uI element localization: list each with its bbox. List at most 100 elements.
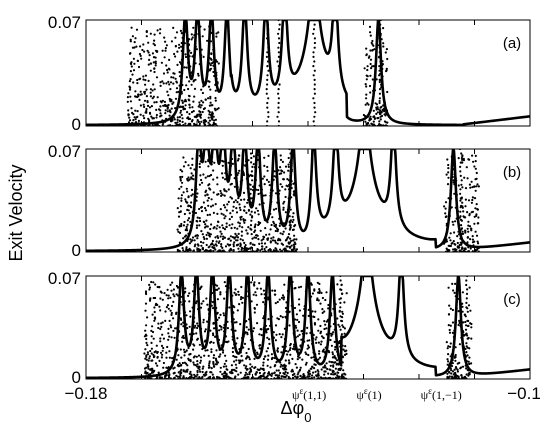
data-point bbox=[455, 248, 458, 251]
data-point bbox=[258, 203, 261, 206]
data-point bbox=[222, 326, 225, 329]
data-point bbox=[176, 331, 179, 334]
data-point bbox=[317, 341, 320, 344]
data-point bbox=[265, 328, 269, 331]
data-point bbox=[260, 293, 263, 296]
data-point bbox=[273, 356, 276, 360]
data-point bbox=[330, 283, 333, 286]
data-point bbox=[383, 109, 386, 112]
data-point bbox=[241, 155, 244, 158]
data-point bbox=[187, 39, 190, 43]
data-point bbox=[266, 165, 269, 169]
data-point bbox=[159, 81, 162, 84]
data-point bbox=[208, 232, 211, 235]
data-point bbox=[293, 246, 296, 249]
data-point bbox=[154, 62, 157, 65]
data-point bbox=[277, 88, 280, 91]
data-point bbox=[202, 55, 205, 59]
data-point bbox=[373, 89, 377, 92]
data-point bbox=[163, 120, 166, 123]
data-point bbox=[145, 355, 148, 358]
data-point bbox=[384, 51, 387, 54]
data-point bbox=[315, 341, 318, 344]
data-point bbox=[229, 243, 232, 246]
data-point bbox=[461, 154, 464, 157]
data-point bbox=[172, 26, 175, 29]
data-point bbox=[284, 370, 287, 374]
annotation-index: (1,−1) bbox=[432, 388, 462, 402]
data-point bbox=[258, 333, 261, 336]
data-point bbox=[221, 351, 225, 354]
data-point bbox=[145, 341, 148, 344]
data-point bbox=[153, 70, 156, 74]
data-point bbox=[185, 225, 188, 228]
data-point bbox=[378, 65, 381, 68]
data-point bbox=[151, 330, 155, 334]
data-point bbox=[343, 327, 346, 330]
data-point bbox=[184, 55, 188, 59]
data-point bbox=[201, 370, 204, 374]
data-point bbox=[244, 331, 247, 334]
data-point bbox=[341, 292, 344, 295]
data-point bbox=[378, 92, 381, 95]
data-point bbox=[169, 88, 172, 91]
data-point bbox=[303, 340, 306, 343]
data-point bbox=[157, 322, 160, 325]
data-point bbox=[375, 112, 378, 115]
data-point bbox=[278, 376, 281, 379]
data-point bbox=[217, 236, 220, 239]
data-point bbox=[300, 338, 303, 341]
data-point bbox=[279, 365, 282, 368]
data-point bbox=[204, 223, 207, 226]
data-point bbox=[342, 369, 345, 372]
data-point bbox=[451, 359, 454, 362]
data-point bbox=[288, 310, 291, 313]
data-point bbox=[212, 365, 216, 368]
data-point bbox=[341, 344, 344, 347]
data-point bbox=[253, 281, 256, 284]
data-point bbox=[214, 118, 217, 121]
data-point bbox=[212, 341, 215, 344]
data-point bbox=[162, 366, 165, 369]
data-point bbox=[320, 340, 323, 343]
data-point bbox=[140, 93, 143, 96]
data-point bbox=[238, 303, 241, 306]
data-point bbox=[446, 183, 450, 186]
data-point bbox=[324, 298, 327, 302]
data-point bbox=[264, 330, 268, 333]
data-point bbox=[232, 201, 236, 204]
data-point bbox=[366, 68, 369, 72]
data-point bbox=[454, 374, 457, 378]
data-point bbox=[294, 286, 297, 290]
data-point bbox=[170, 326, 173, 329]
data-point bbox=[288, 183, 291, 186]
data-point bbox=[208, 362, 211, 365]
data-point bbox=[265, 233, 268, 236]
data-point bbox=[202, 347, 205, 350]
data-point bbox=[225, 190, 228, 193]
data-point bbox=[194, 235, 197, 238]
data-point bbox=[139, 90, 142, 93]
data-point bbox=[330, 373, 333, 376]
data-point bbox=[329, 368, 332, 371]
data-point bbox=[307, 353, 310, 357]
data-point bbox=[163, 292, 166, 295]
data-point bbox=[324, 370, 327, 373]
data-point bbox=[313, 88, 316, 91]
data-point bbox=[255, 303, 259, 306]
data-point bbox=[367, 103, 370, 106]
data-point bbox=[153, 33, 156, 36]
data-point bbox=[386, 90, 389, 94]
data-point bbox=[469, 186, 472, 189]
data-point bbox=[146, 316, 149, 319]
data-point bbox=[258, 347, 261, 350]
data-point bbox=[232, 243, 235, 246]
data-point bbox=[455, 376, 458, 379]
data-point bbox=[258, 166, 261, 169]
data-point bbox=[217, 287, 220, 290]
data-point bbox=[138, 52, 141, 56]
data-point bbox=[311, 365, 314, 368]
data-point bbox=[211, 301, 215, 304]
data-point bbox=[245, 211, 248, 214]
data-point bbox=[146, 376, 149, 379]
